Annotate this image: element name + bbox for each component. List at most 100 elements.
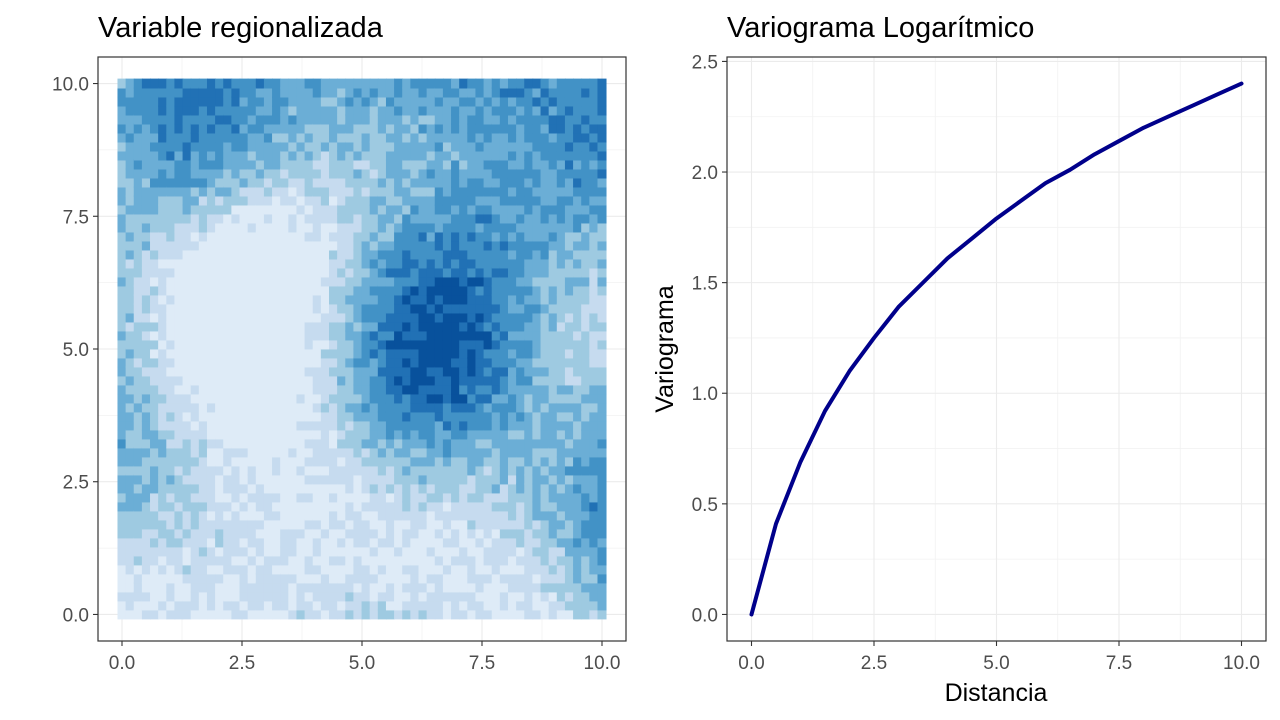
right-x-tick-label: 0.0: [738, 653, 764, 674]
heatmap-cell: [369, 96, 379, 107]
heatmap-cell: [483, 375, 493, 386]
heatmap-cell: [272, 195, 282, 206]
heatmap-cell: [174, 78, 184, 89]
heatmap-cell: [133, 537, 143, 548]
heatmap-cell: [377, 609, 387, 620]
heatmap-cell: [312, 492, 322, 503]
heatmap-cell: [272, 150, 282, 161]
heatmap-cell: [337, 321, 347, 332]
heatmap-cell: [353, 519, 363, 530]
heatmap-cell: [312, 222, 322, 233]
heatmap-cell: [589, 330, 599, 341]
heatmap-cell: [182, 456, 192, 467]
heatmap-cell: [296, 105, 306, 116]
heatmap-cell: [133, 303, 143, 314]
heatmap-cell: [369, 339, 379, 350]
heatmap-cell: [133, 456, 143, 467]
heatmap-cell: [272, 87, 282, 98]
heatmap-cell: [198, 429, 208, 440]
heatmap-cell: [394, 465, 404, 476]
heatmap-cell: [329, 600, 339, 611]
heatmap-cell: [548, 114, 558, 125]
heatmap-cell: [158, 348, 168, 359]
heatmap-cell: [564, 186, 574, 197]
heatmap-cell: [418, 357, 428, 368]
heatmap-cell: [296, 330, 306, 341]
heatmap-cell: [182, 258, 192, 269]
heatmap-cell: [573, 492, 583, 503]
heatmap-cell: [215, 573, 225, 584]
heatmap-cell: [361, 375, 371, 386]
heatmap-cell: [312, 159, 322, 170]
heatmap-cell: [263, 240, 273, 251]
heatmap-cell: [564, 150, 574, 161]
heatmap-cell: [532, 420, 542, 431]
heatmap-cell: [141, 114, 151, 125]
heatmap-cell: [150, 348, 160, 359]
heatmap-cell: [288, 258, 298, 269]
heatmap-cell: [540, 555, 550, 566]
heatmap-cell: [280, 564, 290, 575]
heatmap-cell: [394, 555, 404, 566]
heatmap-cell: [141, 564, 151, 575]
heatmap-cell: [150, 591, 160, 602]
heatmap-cell: [532, 132, 542, 143]
heatmap-cell: [418, 474, 428, 485]
heatmap-cell: [467, 105, 477, 116]
heatmap-cell: [491, 132, 501, 143]
heatmap-cell: [597, 222, 607, 233]
heatmap-cell: [507, 474, 518, 485]
heatmap-cell: [475, 213, 485, 224]
heatmap-cell: [507, 393, 518, 404]
heatmap-cell: [174, 276, 184, 287]
heatmap-cell: [239, 276, 249, 287]
heatmap-cell: [345, 105, 355, 116]
heatmap-cell: [182, 249, 192, 260]
heatmap-cell: [223, 555, 233, 566]
heatmap-cell: [206, 294, 217, 305]
heatmap-cell: [394, 573, 404, 584]
heatmap-cell: [182, 528, 192, 539]
heatmap-cell: [556, 474, 566, 485]
heatmap-cell: [377, 339, 387, 350]
heatmap-cell: [564, 393, 574, 404]
heatmap-cell: [125, 546, 135, 557]
heatmap-cell: [556, 132, 566, 143]
heatmap-cell: [166, 609, 176, 620]
heatmap-cell: [394, 492, 404, 503]
heatmap-cell: [272, 492, 282, 503]
heatmap-cell: [564, 474, 574, 485]
heatmap-cell: [483, 222, 493, 233]
heatmap-cell: [564, 168, 574, 179]
heatmap-cell: [125, 564, 135, 575]
heatmap-cell: [377, 465, 387, 476]
heatmap-cell: [524, 222, 534, 233]
heatmap-cell: [516, 447, 526, 458]
heatmap-cell: [288, 483, 298, 494]
heatmap-cell: [442, 249, 452, 260]
heatmap-cell: [239, 285, 249, 296]
heatmap-cell: [516, 78, 526, 89]
heatmap-cell: [255, 546, 265, 557]
heatmap-cell: [296, 168, 306, 179]
heatmap-cell: [312, 573, 322, 584]
heatmap-cell: [141, 510, 151, 521]
heatmap-cell: [223, 87, 233, 98]
heatmap-cell: [206, 249, 217, 260]
heatmap-cell: [467, 465, 477, 476]
heatmap-cell: [516, 249, 526, 260]
heatmap-cell: [353, 303, 363, 314]
heatmap-cell: [434, 402, 444, 413]
heatmap-cell: [361, 186, 371, 197]
heatmap-cell: [296, 375, 306, 386]
heatmap-cell: [459, 231, 469, 242]
heatmap-cell: [158, 420, 168, 431]
heatmap-cell: [597, 285, 607, 296]
heatmap-cell: [426, 600, 436, 611]
heatmap-cell: [337, 186, 347, 197]
heatmap-cell: [418, 537, 428, 548]
heatmap-cell: [166, 501, 176, 512]
heatmap-cell: [451, 519, 461, 530]
heatmap-cell: [491, 78, 501, 89]
heatmap-cell: [166, 384, 176, 395]
